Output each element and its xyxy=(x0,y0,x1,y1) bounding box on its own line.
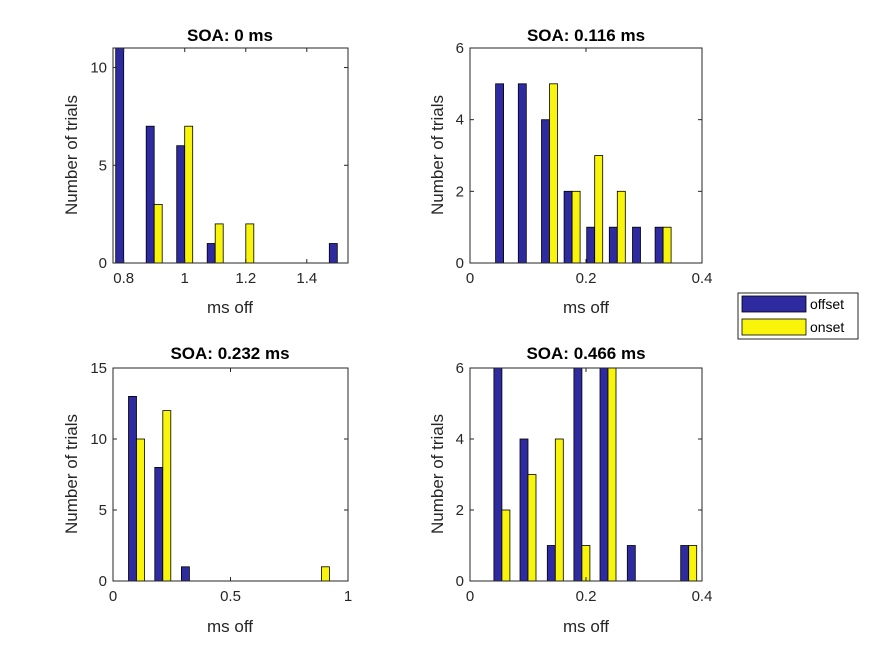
bar-offset xyxy=(519,438,529,582)
bar-onset xyxy=(245,223,255,264)
bar-offset xyxy=(517,83,527,264)
x-tick-label: 1 xyxy=(344,588,352,605)
bar-offset xyxy=(626,545,636,582)
bar-offset xyxy=(115,47,125,264)
bar-onset xyxy=(616,190,626,264)
y-tick-label: 10 xyxy=(90,431,107,448)
bar-offset xyxy=(154,466,164,582)
bar-offset xyxy=(563,190,573,264)
y-tick-label: 5 xyxy=(99,157,107,174)
bar-offset xyxy=(328,243,338,264)
x-axis-label: ms off xyxy=(207,617,253,636)
y-tick-label: 6 xyxy=(456,360,464,377)
bar-offset xyxy=(680,545,690,582)
x-tick-label: 0.5 xyxy=(220,588,241,605)
subplot-title: SOA: 0 ms xyxy=(187,26,273,45)
legend-swatch-offset xyxy=(741,295,807,313)
x-tick-label: 1 xyxy=(181,270,189,287)
legend-swatch-onset xyxy=(741,318,807,336)
x-axis-label: ms off xyxy=(563,617,609,636)
bar-onset xyxy=(549,83,558,264)
y-axis-label: Number of trials xyxy=(62,95,81,215)
bar-offset xyxy=(206,243,216,264)
y-tick-label: 2 xyxy=(456,502,464,519)
y-tick-label: 6 xyxy=(456,40,464,57)
bar-offset xyxy=(586,226,596,264)
x-axis-label: ms off xyxy=(207,298,253,317)
x-tick-label: 0.4 xyxy=(692,270,713,287)
bar-offset xyxy=(128,395,137,582)
y-tick-label: 0 xyxy=(99,255,107,272)
bar-offset xyxy=(654,226,664,264)
x-tick-label: 1.4 xyxy=(296,270,317,287)
y-axis-label: Number of trials xyxy=(62,414,81,534)
bar-onset xyxy=(162,410,172,582)
x-tick-label: 0 xyxy=(466,270,474,287)
x-axis-label: ms off xyxy=(563,298,609,317)
y-axis-label: Number of trials xyxy=(428,95,447,215)
x-tick-label: 1.2 xyxy=(235,270,256,287)
x-tick-label: 0 xyxy=(109,588,117,605)
y-tick-label: 0 xyxy=(456,255,464,272)
y-tick-label: 2 xyxy=(456,183,464,200)
bar-offset xyxy=(599,367,609,582)
y-tick-label: 15 xyxy=(90,360,107,377)
y-tick-label: 10 xyxy=(90,60,107,77)
bar-onset xyxy=(184,125,194,264)
bar-offset xyxy=(541,119,550,264)
bar-onset xyxy=(554,438,564,582)
bar-offset xyxy=(608,226,618,264)
bar-offset xyxy=(176,145,186,264)
y-axis-label: Number of trials xyxy=(428,414,447,534)
bar-offset xyxy=(546,545,556,582)
subplot-title: SOA: 0.466 ms xyxy=(526,344,645,363)
bar-onset xyxy=(607,367,617,582)
bar-offset xyxy=(493,367,503,582)
bar-offset xyxy=(495,83,505,264)
legend: offset onset xyxy=(737,292,859,340)
bar-onset xyxy=(688,545,698,582)
subplot-title: SOA: 0.116 ms xyxy=(527,26,645,45)
bar-onset xyxy=(581,545,591,582)
x-tick-label: 0.8 xyxy=(113,270,134,287)
bar-onset xyxy=(320,566,330,582)
subplot-1: SOA: 0 ms ms off Number of trials 0.8 1 1.… xyxy=(62,26,349,317)
bar-onset xyxy=(662,226,672,264)
bar-onset xyxy=(527,474,537,582)
y-tick-label: 0 xyxy=(456,573,464,590)
y-tick-label: 0 xyxy=(99,573,107,590)
bar-offset xyxy=(573,367,583,582)
bar-onset xyxy=(501,509,511,582)
y-tick-label: 4 xyxy=(456,431,464,448)
legend-label-offset: offset xyxy=(810,296,844,312)
bar-onset xyxy=(594,155,604,264)
bar-offset xyxy=(180,566,190,582)
bar-offset xyxy=(145,125,155,264)
legend-label-onset: onset xyxy=(810,319,844,335)
x-tick-label: 0 xyxy=(466,588,474,605)
bars xyxy=(495,83,672,264)
x-tick-label: 0.2 xyxy=(576,588,597,605)
bar-onset xyxy=(136,438,145,582)
bar-onset xyxy=(214,223,224,264)
subplot-title: SOA: 0.232 ms xyxy=(170,344,289,363)
x-tick-label: 0.4 xyxy=(692,588,713,605)
y-tick-label: 5 xyxy=(99,502,107,519)
bar-onset xyxy=(153,203,163,264)
x-tick-label: 0.2 xyxy=(576,270,597,287)
bar-offset xyxy=(632,226,641,264)
axes-frame xyxy=(112,47,349,264)
bar-onset xyxy=(571,190,581,264)
y-tick-label: 4 xyxy=(456,112,464,129)
